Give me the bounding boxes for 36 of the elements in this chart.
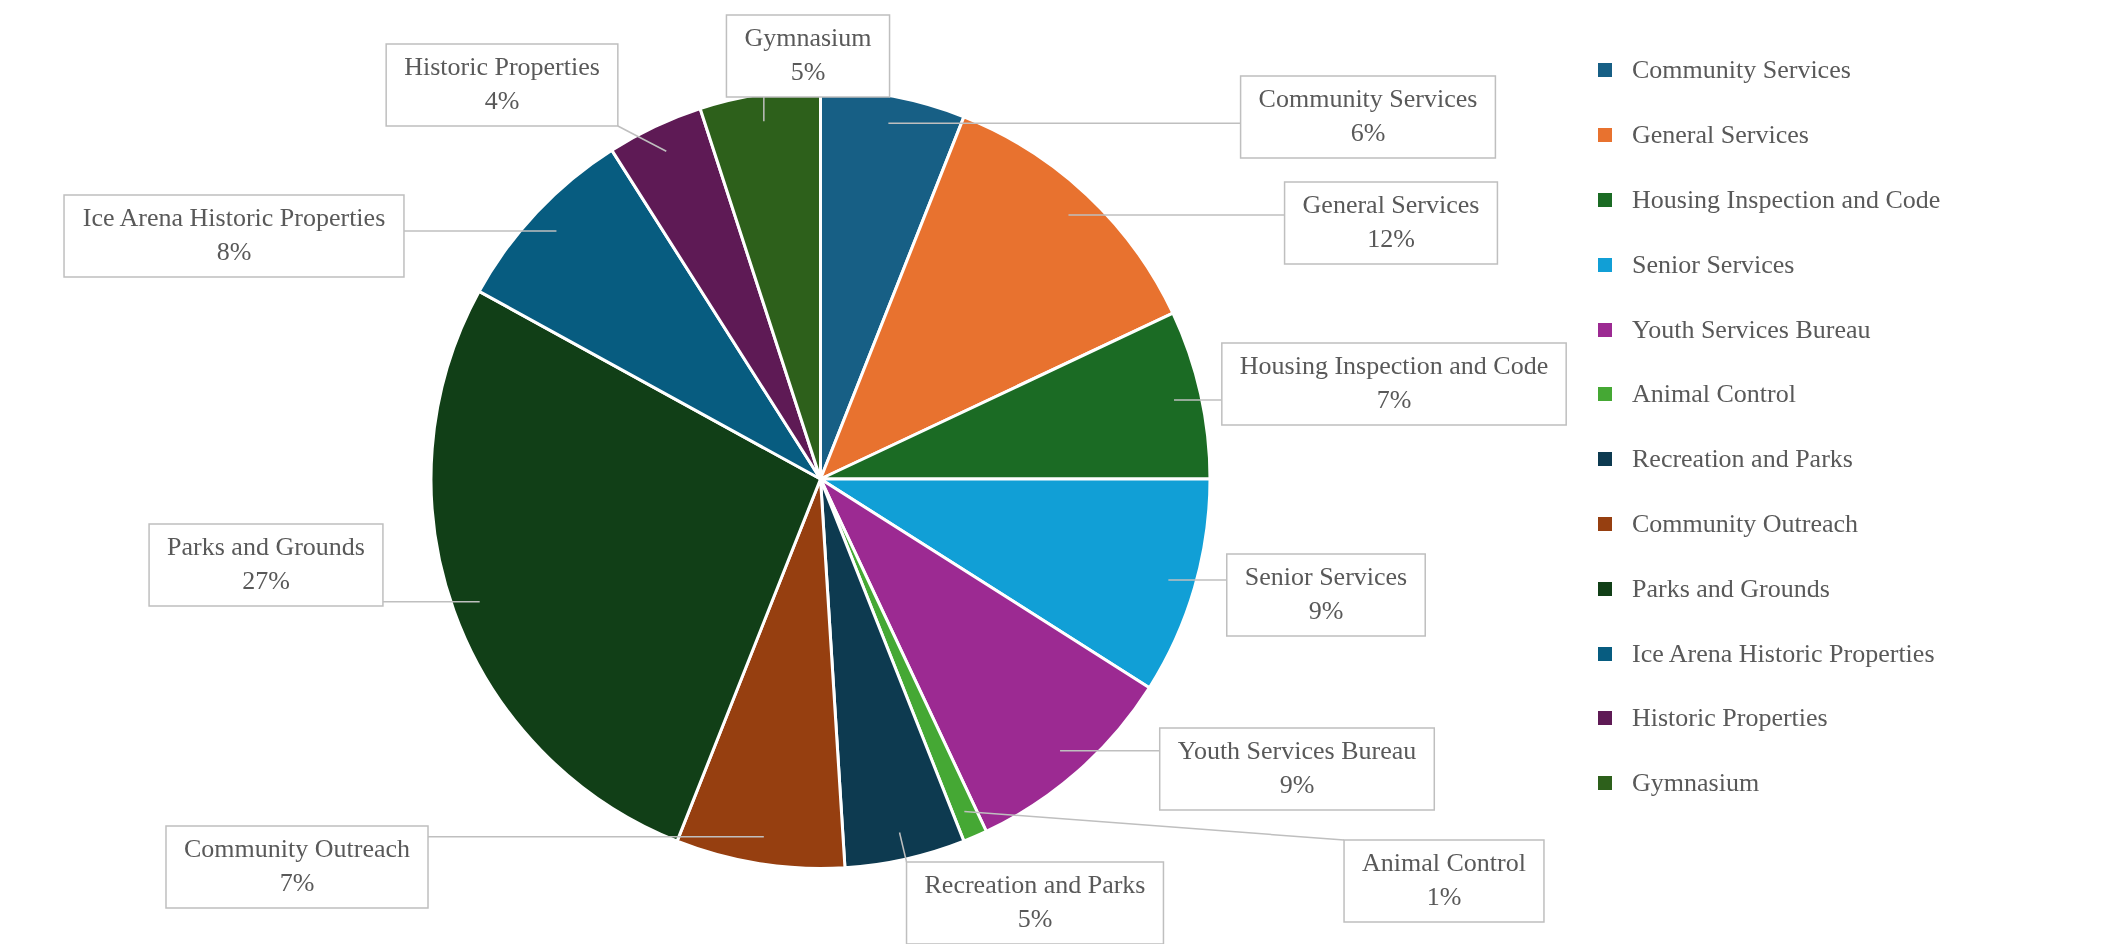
data-label: 12% <box>1367 223 1415 253</box>
data-label: 1% <box>1426 881 1462 911</box>
slice-label: Senior Services <box>1244 561 1408 591</box>
legend-label: Animal Control <box>1632 379 1796 410</box>
legend-label: Parks and Grounds <box>1632 573 1830 604</box>
slice-label: Youth Services Bureau <box>1177 735 1417 765</box>
slice-label: Recreation and Parks <box>924 869 1146 899</box>
slice-label: Housing Inspection and Code <box>1239 350 1549 380</box>
slice-label: Animal Control <box>1362 847 1526 877</box>
legend-label: Senior Services <box>1632 249 1795 280</box>
legend-label: Youth Services Bureau <box>1632 314 1871 345</box>
slice-label: Community Services <box>1258 83 1478 113</box>
data-label: 9% <box>1279 769 1315 799</box>
legend-label: Gymnasium <box>1632 768 1760 799</box>
legend-label: Historic Properties <box>1632 703 1828 734</box>
data-label: 5% <box>1017 903 1053 933</box>
data-label: 4% <box>484 85 520 115</box>
legend-label: General Services <box>1632 120 1809 151</box>
legend-label: Recreation and Parks <box>1632 444 1853 475</box>
legend-label: Ice Arena Historic Properties <box>1632 638 1935 669</box>
legend-label: Community Services <box>1632 55 1851 86</box>
legend-label: Community Outreach <box>1632 508 1859 539</box>
data-label: 7% <box>279 867 315 897</box>
data-label: 7% <box>1376 384 1412 414</box>
legend-label: Housing Inspection and Code <box>1632 184 1941 215</box>
slice-label: Ice Arena Historic Properties <box>82 202 386 232</box>
slice-label: Parks and Grounds <box>167 531 365 561</box>
slice-label: Community Outreach <box>183 833 411 863</box>
data-label: 27% <box>242 565 290 595</box>
data-label: 5% <box>790 56 826 86</box>
slice-label: Gymnasium <box>744 22 872 52</box>
data-label: 9% <box>1308 595 1344 625</box>
slice-label: General Services <box>1302 189 1480 219</box>
data-label: 6% <box>1350 117 1386 147</box>
slice-label: Historic Properties <box>404 51 600 81</box>
data-label: 8% <box>216 236 252 266</box>
